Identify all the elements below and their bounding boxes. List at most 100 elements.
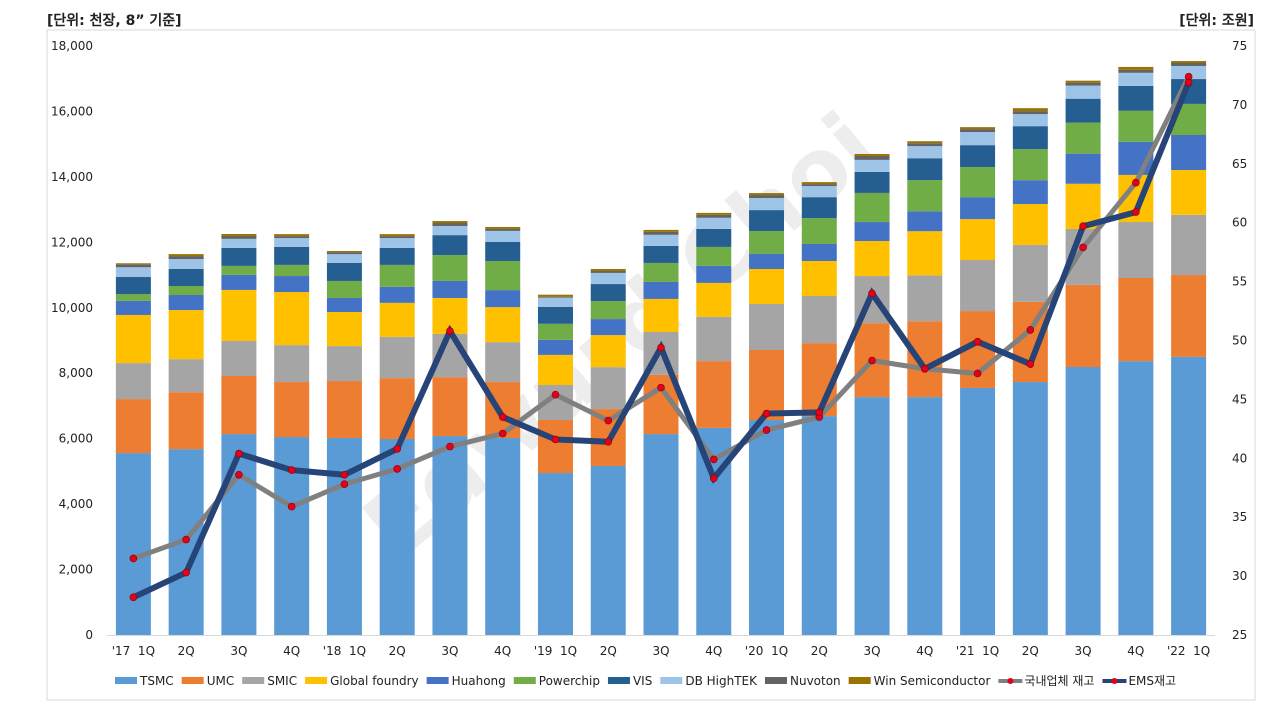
bar-segment-huahong [854, 222, 890, 242]
bar-segment-win-semiconductor [1065, 80, 1101, 83]
x-tick-label: 2Q [389, 644, 406, 658]
x-tick-label: 3Q [230, 644, 247, 658]
bar-segment-db-hightek [801, 186, 837, 198]
bar-segment-win-semiconductor [696, 212, 732, 215]
line-marker [868, 289, 876, 298]
bar-segment-smic [379, 336, 415, 379]
bar-segment-huahong [115, 300, 151, 315]
bar-segment-win-semiconductor [590, 269, 626, 271]
x-tick-label: 2Q [600, 644, 617, 658]
legend-swatch [115, 677, 137, 684]
legend-label: Nuvoton [790, 674, 841, 688]
bar-segment-nuvoton [1171, 63, 1207, 66]
legend-swatch [607, 677, 630, 684]
line-marker [815, 408, 824, 417]
bar-segment-huahong [485, 290, 521, 308]
line-marker [973, 337, 982, 346]
bar-segment-powerchip [1065, 122, 1101, 154]
bar-segment-nuvoton [643, 231, 679, 235]
bar-segment-powerchip [1118, 110, 1154, 142]
line-marker [1026, 326, 1035, 334]
bar-segment-umc [1171, 275, 1207, 357]
bar-segment-huahong [749, 253, 785, 270]
bar-segment-vis [854, 171, 890, 193]
bar-segment-huahong [379, 286, 415, 303]
bar-segment-nuvoton [485, 228, 521, 231]
bar-segment-nuvoton [168, 256, 204, 260]
bar-segment-huahong [274, 276, 310, 293]
line-marker [182, 535, 190, 544]
line-marker [604, 416, 613, 425]
y2-tick-label: 35 [1232, 510, 1247, 524]
bar-segment-umc [432, 377, 468, 437]
bar-segment-nuvoton [274, 236, 310, 239]
legend-swatch [513, 677, 536, 684]
bar-segment-global-foundry [643, 298, 679, 332]
x-tick-label: '22 1Q [1167, 644, 1210, 658]
bar-segment-vis [326, 262, 362, 281]
line-marker [287, 466, 296, 474]
line-marker [235, 449, 243, 458]
legend-label: VIS [633, 674, 652, 688]
bar-segment-powerchip [221, 265, 257, 275]
bar-segment-smic [274, 345, 310, 383]
bar-segment-win-semiconductor [432, 221, 468, 224]
bar-segment-tsmc [1171, 356, 1207, 635]
bar-segment-nuvoton [749, 195, 785, 198]
bar-segment-db-hightek [168, 259, 204, 270]
bar-segment-db-hightek [221, 238, 257, 248]
left-axis-unit-label: [단위: 천장, 8” 기준] [47, 13, 182, 29]
bar-segment-powerchip [854, 192, 890, 223]
bar-segment-db-hightek [326, 254, 362, 263]
x-tick-label: 2Q [1022, 644, 1039, 658]
bar-segment-vis [1065, 98, 1101, 123]
bar-segment-huahong [326, 297, 362, 313]
bar-segment-powerchip [960, 167, 996, 198]
bar-segment-vis [696, 228, 732, 247]
bar-segment-vis [221, 247, 257, 266]
bar-segment-win-semiconductor [274, 234, 310, 237]
y-tick-label: 10,000 [51, 301, 93, 315]
bar-segment-tsmc [907, 397, 943, 635]
legend-swatch [660, 677, 683, 684]
bar-segment-db-hightek [379, 238, 415, 248]
line-marker [393, 465, 401, 473]
bar-segment-db-hightek [537, 297, 573, 307]
bar-segment-vis [115, 277, 151, 295]
line-marker [604, 438, 613, 446]
bar-segment-nuvoton [854, 155, 890, 160]
bar-segment-smic [485, 342, 521, 383]
line-marker [1184, 78, 1193, 87]
bar-segment-tsmc [537, 473, 573, 635]
bar-segment-db-hightek [696, 217, 732, 229]
bar-segment-global-foundry [854, 241, 890, 277]
bar-segment-db-hightek [1065, 85, 1101, 99]
legend-marker [1111, 678, 1118, 684]
bar-segment-db-hightek [1118, 72, 1154, 86]
bar-segment-win-semiconductor [326, 251, 362, 253]
line-marker [551, 435, 560, 444]
legend-swatch [848, 677, 871, 684]
bar-segment-db-hightek [485, 230, 521, 243]
y2-tick-label: 40 [1232, 451, 1247, 465]
bar-segment-nuvoton [221, 235, 257, 239]
bar-segment-smic [960, 260, 996, 312]
y2-tick-label: 30 [1232, 569, 1247, 583]
chart-frame [46, 29, 1256, 701]
y2-tick-label: 55 [1232, 275, 1247, 289]
bar-segment-win-semiconductor [643, 229, 679, 232]
bar-segment-powerchip [432, 255, 468, 281]
bar-segment-umc [115, 399, 151, 454]
y2-tick-label: 75 [1232, 39, 1247, 53]
bar-segment-powerchip [326, 280, 362, 298]
bar-segment-tsmc [1012, 382, 1048, 635]
bar-segment-vis [432, 235, 468, 256]
bar-segment-global-foundry [1171, 170, 1207, 215]
bar-segment-tsmc [854, 397, 890, 635]
bar-segment-nuvoton [537, 296, 573, 298]
bar-segment-win-semiconductor [907, 141, 943, 144]
x-tick-label: 2Q [811, 644, 828, 658]
bar-segment-win-semiconductor [801, 182, 837, 185]
bar-segment-global-foundry [696, 282, 732, 317]
bar-segment-umc [749, 349, 785, 421]
